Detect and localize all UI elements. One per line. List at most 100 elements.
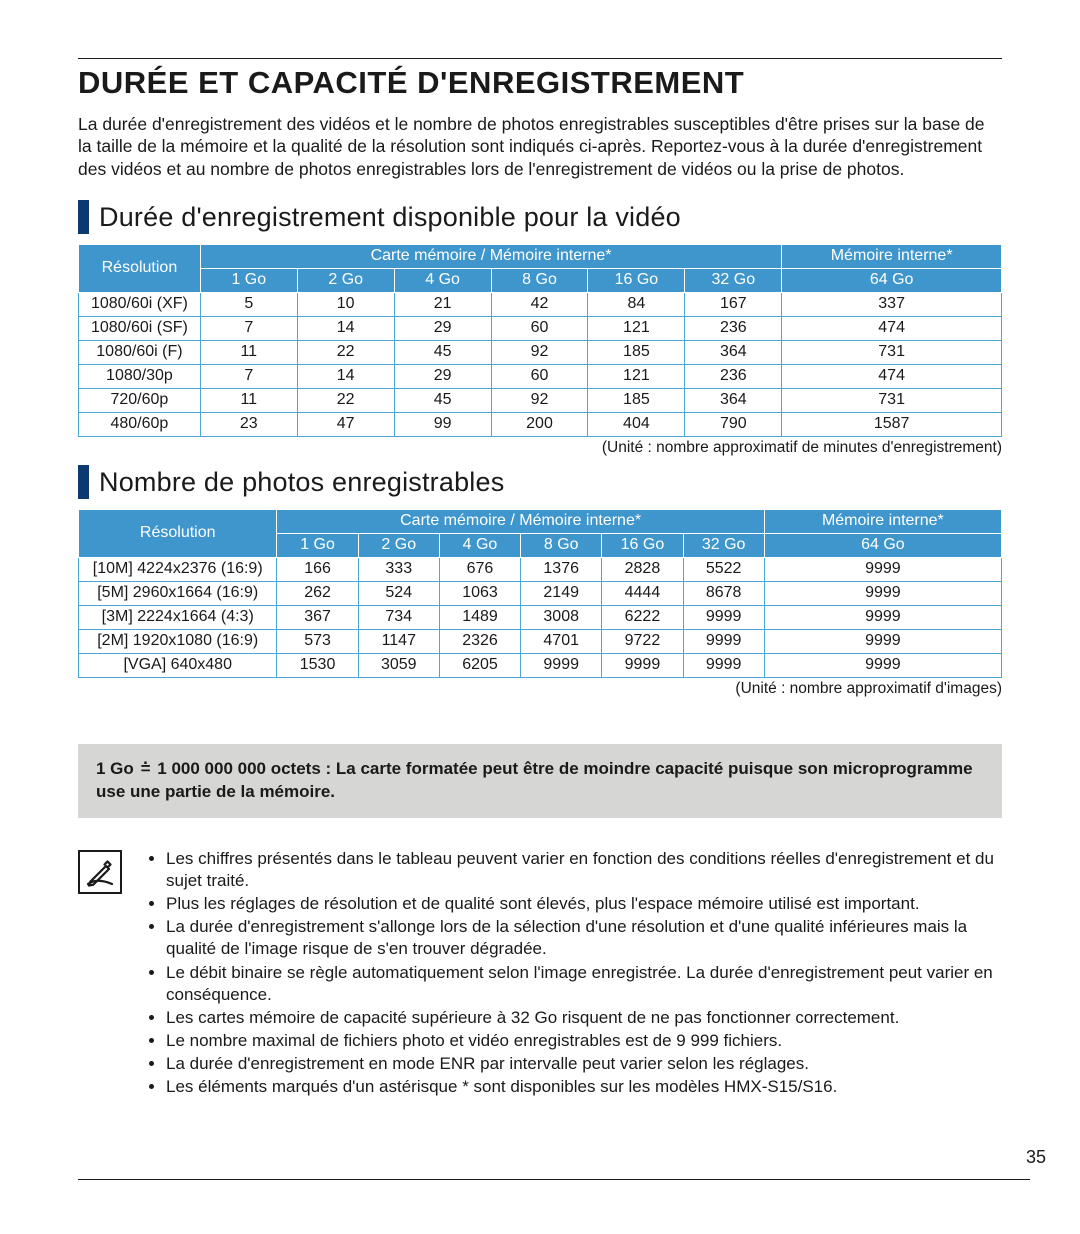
cell-value: 185 xyxy=(588,389,685,413)
th-cap: 4 Go xyxy=(439,534,520,558)
cell-value: 337 xyxy=(782,293,1002,317)
section-heading-photo: Nombre de photos enregistrables xyxy=(78,465,1002,499)
cell-value: 474 xyxy=(782,317,1002,341)
heading-bar-icon xyxy=(78,200,89,234)
cell-resolution: [2M] 1920x1080 (16:9) xyxy=(79,630,277,654)
cell-resolution: 1080/60i (SF) xyxy=(79,317,201,341)
cell-value: 29 xyxy=(394,317,491,341)
cell-value: 92 xyxy=(491,389,588,413)
table-row: [5M] 2960x1664 (16:9)2625241063214944448… xyxy=(79,582,1002,606)
th-cap: 8 Go xyxy=(491,269,588,293)
note-item: Les éléments marqués d'un astérisque * s… xyxy=(166,1076,1002,1098)
cell-value: 731 xyxy=(782,341,1002,365)
cell-value: 573 xyxy=(277,630,358,654)
rule-bottom xyxy=(78,1179,1030,1180)
cell-value: 84 xyxy=(588,293,685,317)
th-cap: 2 Go xyxy=(358,534,439,558)
th-cap: 2 Go xyxy=(297,269,394,293)
cell-value: 1489 xyxy=(439,606,520,630)
unit-caption-photo: (Unité : nombre approximatif d'images) xyxy=(78,680,1002,698)
heading-bar-icon xyxy=(78,465,89,499)
cell-value: 9999 xyxy=(764,582,1001,606)
cell-value: 474 xyxy=(782,365,1002,389)
cell-value: 9999 xyxy=(764,630,1001,654)
th-cap: 1 Go xyxy=(277,534,358,558)
cell-value: 676 xyxy=(439,558,520,582)
cell-value: 9999 xyxy=(683,654,764,678)
cell-resolution: 1080/30p xyxy=(79,365,201,389)
cell-value: 6222 xyxy=(602,606,683,630)
cell-value: 11 xyxy=(200,341,297,365)
cell-value: 14 xyxy=(297,365,394,389)
cell-value: 262 xyxy=(277,582,358,606)
cell-resolution: 480/60p xyxy=(79,413,201,437)
cell-value: 404 xyxy=(588,413,685,437)
table-photo-head: Résolution Carte mémoire / Mémoire inter… xyxy=(79,510,1002,558)
cell-value: 5522 xyxy=(683,558,764,582)
th-resolution: Résolution xyxy=(79,245,201,293)
cell-value: 9999 xyxy=(764,558,1001,582)
cell-value: 7 xyxy=(200,365,297,389)
approx-equal-icon xyxy=(139,758,153,781)
cell-value: 29 xyxy=(394,365,491,389)
cell-value: 2326 xyxy=(439,630,520,654)
note-block: Les chiffres présentés dans le tableau p… xyxy=(78,848,1002,1099)
cell-value: 14 xyxy=(297,317,394,341)
note-list: Les chiffres présentés dans le tableau p… xyxy=(140,848,1002,1099)
cell-value: 2828 xyxy=(602,558,683,582)
cell-value: 99 xyxy=(394,413,491,437)
table-row: 1080/30p7142960121236474 xyxy=(79,365,1002,389)
th-resolution: Résolution xyxy=(79,510,277,558)
table-video-head: Résolution Carte mémoire / Mémoire inter… xyxy=(79,245,1002,293)
th-cap: 1 Go xyxy=(200,269,297,293)
cell-value: 21 xyxy=(394,293,491,317)
footnote-lead: 1 Go xyxy=(96,759,134,778)
cell-value: 9999 xyxy=(683,630,764,654)
th-card-memory: Carte mémoire / Mémoire interne* xyxy=(200,245,781,269)
cell-value: 200 xyxy=(491,413,588,437)
cell-value: 9722 xyxy=(602,630,683,654)
cell-value: 47 xyxy=(297,413,394,437)
cell-value: 167 xyxy=(685,293,782,317)
cell-value: 333 xyxy=(358,558,439,582)
cell-value: 1530 xyxy=(277,654,358,678)
pencil-icon xyxy=(85,857,115,887)
table-row: 720/60p11224592185364731 xyxy=(79,389,1002,413)
cell-value: 367 xyxy=(277,606,358,630)
cell-value: 9999 xyxy=(521,654,602,678)
cell-value: 9999 xyxy=(683,606,764,630)
cell-value: 4444 xyxy=(602,582,683,606)
footnote-text: 1 000 000 000 octets : La carte formatée… xyxy=(96,759,973,801)
intro-paragraph: La durée d'enregistrement des vidéos et … xyxy=(78,113,1002,180)
table-row: 480/60p2347992004047901587 xyxy=(79,413,1002,437)
table-row: 1080/60i (F)11224592185364731 xyxy=(79,341,1002,365)
cell-value: 524 xyxy=(358,582,439,606)
cell-resolution: [10M] 4224x2376 (16:9) xyxy=(79,558,277,582)
th-cap: 16 Go xyxy=(602,534,683,558)
table-row: [10M] 4224x2376 (16:9)166333676137628285… xyxy=(79,558,1002,582)
cell-value: 734 xyxy=(358,606,439,630)
cell-value: 11 xyxy=(200,389,297,413)
cell-value: 3059 xyxy=(358,654,439,678)
cell-value: 60 xyxy=(491,317,588,341)
cell-value: 790 xyxy=(685,413,782,437)
th-cap: 8 Go xyxy=(521,534,602,558)
note-item: Le débit binaire se règle automatiquemen… xyxy=(166,962,1002,1006)
cell-value: 6205 xyxy=(439,654,520,678)
th-card-memory: Carte mémoire / Mémoire interne* xyxy=(277,510,764,534)
cell-value: 364 xyxy=(685,341,782,365)
note-item: Les cartes mémoire de capacité supérieur… xyxy=(166,1007,1002,1029)
th-cap: 64 Go xyxy=(782,269,1002,293)
cell-value: 121 xyxy=(588,317,685,341)
table-video: Résolution Carte mémoire / Mémoire inter… xyxy=(78,244,1002,437)
cell-value: 364 xyxy=(685,389,782,413)
section-heading-video-text: Durée d'enregistrement disponible pour l… xyxy=(99,202,681,233)
table-row: [3M] 2224x1664 (4:3)36773414893008622299… xyxy=(79,606,1002,630)
table-row: [2M] 1920x1080 (16:9)5731147232647019722… xyxy=(79,630,1002,654)
cell-value: 1063 xyxy=(439,582,520,606)
table-row: 1080/60i (SF)7142960121236474 xyxy=(79,317,1002,341)
cell-resolution: [5M] 2960x1664 (16:9) xyxy=(79,582,277,606)
cell-value: 42 xyxy=(491,293,588,317)
cell-value: 236 xyxy=(685,365,782,389)
unit-caption-video: (Unité : nombre approximatif de minutes … xyxy=(78,439,1002,457)
